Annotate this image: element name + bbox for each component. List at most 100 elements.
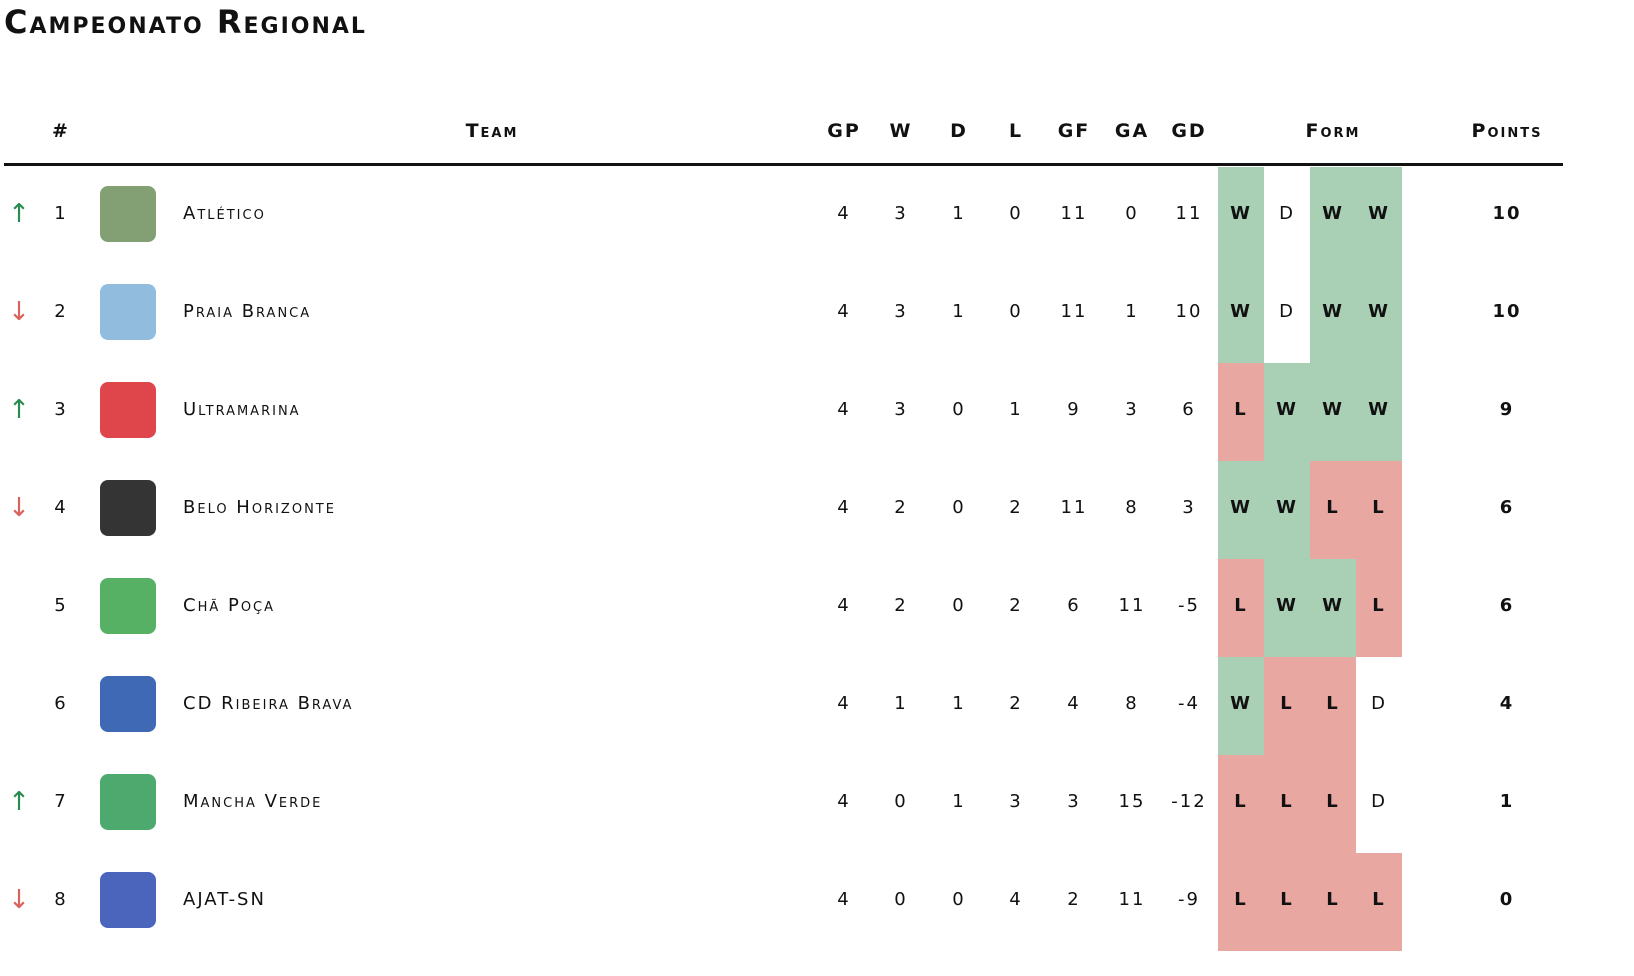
team-name: Atlético (183, 203, 266, 224)
form-cell (1218, 167, 1264, 265)
points: 0 (1499, 889, 1515, 910)
form-result: W (1276, 399, 1298, 420)
form-result: W (1230, 203, 1252, 224)
stat-d: 0 (952, 399, 966, 420)
stat-gf: 9 (1067, 399, 1081, 420)
team-logo (100, 382, 156, 438)
team-name: Ultramarina (183, 399, 301, 420)
form-cell (1218, 755, 1264, 853)
rank: 1 (54, 203, 68, 224)
team-logo (100, 480, 156, 536)
stat-d: 1 (952, 693, 966, 714)
form-result: L (1372, 595, 1386, 616)
form-cell (1264, 461, 1310, 559)
stat-ga: 15 (1118, 791, 1146, 812)
stat-ga: 0 (1125, 203, 1139, 224)
stat-gp: 4 (837, 693, 851, 714)
form-result: W (1276, 497, 1298, 518)
form-result: W (1322, 399, 1344, 420)
form-cell (1310, 755, 1356, 853)
stat-w: 1 (894, 693, 908, 714)
form-cell (1310, 657, 1356, 755)
stat-gf: 3 (1067, 791, 1081, 812)
form-result: W (1368, 203, 1390, 224)
header-rule (4, 163, 1563, 166)
form-cell (1264, 265, 1310, 363)
stat-gp: 4 (837, 301, 851, 322)
points: 6 (1499, 595, 1515, 616)
form-cell (1356, 755, 1402, 853)
stat-w: 2 (894, 595, 908, 616)
points: 10 (1492, 301, 1522, 322)
form-result: L (1326, 889, 1340, 910)
stat-gp: 4 (837, 595, 851, 616)
stat-gp: 4 (837, 203, 851, 224)
stat-l: 2 (1009, 693, 1023, 714)
form-result: W (1230, 497, 1252, 518)
rank: 6 (54, 693, 68, 714)
team-name: Chã Poça (183, 595, 276, 616)
form-cell (1356, 363, 1402, 461)
header-rank: # (52, 120, 70, 142)
team-logo (100, 872, 156, 928)
title: Campeonato Regional (4, 3, 367, 41)
header-gd: GD (1171, 120, 1207, 142)
stat-ga: 3 (1125, 399, 1139, 420)
form-result: W (1322, 595, 1344, 616)
form-result: D (1371, 791, 1387, 812)
form-cell (1356, 559, 1402, 657)
form-cell (1310, 853, 1356, 951)
form-cell (1264, 167, 1310, 265)
stat-w: 2 (894, 497, 908, 518)
stat-ga: 11 (1118, 595, 1146, 616)
rank: 8 (54, 889, 68, 910)
stat-gf: 11 (1060, 203, 1088, 224)
stat-gd: 3 (1182, 497, 1196, 518)
form-cell (1310, 167, 1356, 265)
rank: 3 (54, 399, 68, 420)
stat-d: 1 (952, 203, 966, 224)
stat-d: 1 (952, 791, 966, 812)
stat-gd: -5 (1178, 595, 1200, 616)
form-cell (1218, 853, 1264, 951)
stat-gp: 4 (837, 889, 851, 910)
form-cell (1310, 363, 1356, 461)
points: 6 (1499, 497, 1515, 518)
points: 4 (1499, 693, 1515, 714)
form-result: L (1234, 399, 1248, 420)
form-cell (1356, 853, 1402, 951)
header-w: W (889, 120, 913, 142)
stat-l: 3 (1009, 791, 1023, 812)
stat-gp: 4 (837, 791, 851, 812)
header-points: Points (1471, 120, 1543, 142)
form-cell (1264, 657, 1310, 755)
form-cell (1218, 657, 1264, 755)
form-cell (1218, 265, 1264, 363)
form-result: L (1280, 791, 1294, 812)
stat-l: 1 (1009, 399, 1023, 420)
stat-d: 0 (952, 497, 966, 518)
team-name: Mancha Verde (183, 791, 323, 812)
form-result: W (1368, 399, 1390, 420)
form-result: L (1234, 595, 1248, 616)
stat-w: 3 (894, 203, 908, 224)
team-name: Praia Branca (183, 301, 312, 322)
trend-arrow: ↓ (8, 493, 32, 523)
form-result: W (1276, 595, 1298, 616)
form-result: L (1326, 791, 1340, 812)
trend-arrow: ↓ (8, 885, 32, 915)
header-gp: GP (827, 120, 861, 142)
stat-w: 3 (894, 301, 908, 322)
header-ga: GA (1114, 120, 1150, 142)
stat-l: 2 (1009, 497, 1023, 518)
form-result: D (1279, 203, 1295, 224)
form-result: L (1326, 497, 1340, 518)
header-gf: GF (1057, 120, 1091, 142)
form-cell (1356, 167, 1402, 265)
stat-l: 4 (1009, 889, 1023, 910)
stat-gf: 11 (1060, 497, 1088, 518)
form-cell (1264, 559, 1310, 657)
form-cell (1264, 363, 1310, 461)
stat-d: 0 (952, 595, 966, 616)
form-result: L (1280, 889, 1294, 910)
